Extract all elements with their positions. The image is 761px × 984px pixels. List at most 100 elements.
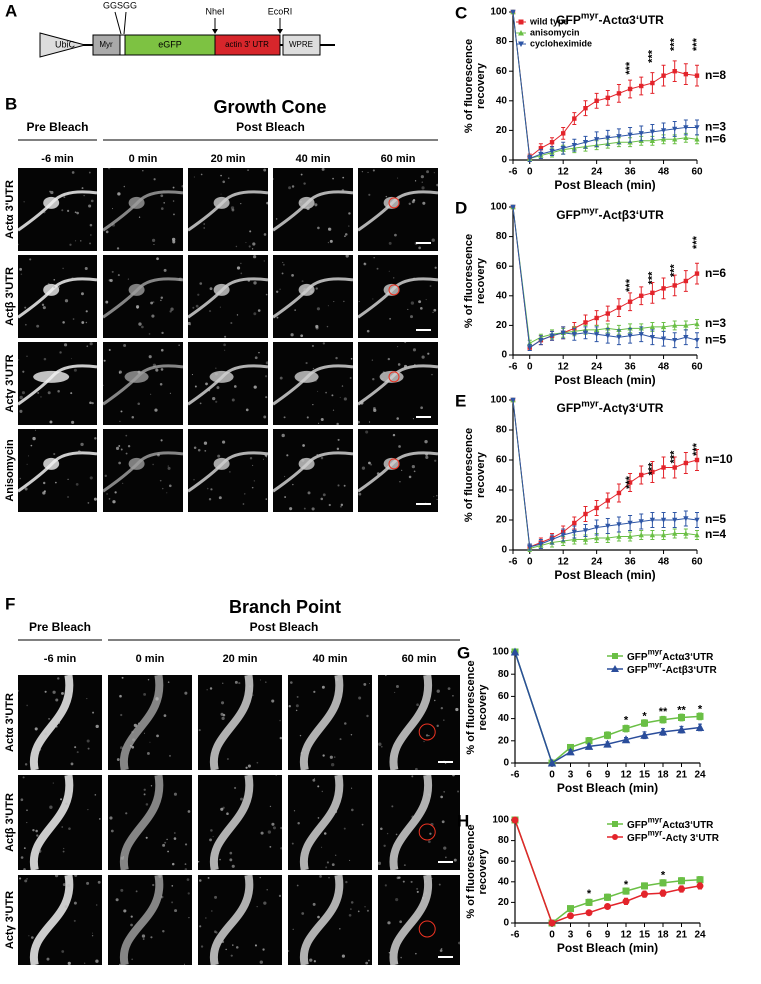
speckle [306, 416, 309, 419]
neurite [209, 775, 254, 870]
speckle [333, 756, 336, 758]
significance: ** [677, 705, 686, 717]
x-tick-label: 12 [620, 930, 632, 941]
speckle [183, 963, 185, 965]
speckle [333, 813, 335, 815]
speckle [240, 262, 242, 265]
speckle [283, 475, 286, 478]
speckle [226, 758, 229, 761]
speckle [89, 223, 93, 227]
speckle [145, 803, 149, 806]
speckle [314, 203, 318, 207]
marker [604, 893, 611, 901]
speckle [89, 242, 91, 245]
marker [638, 532, 644, 538]
nhei-arrowhead [212, 29, 218, 34]
marker [694, 125, 700, 131]
speckle [77, 450, 81, 454]
speckle [163, 714, 167, 717]
y-tick-label: 20 [498, 735, 510, 746]
speckle [23, 201, 25, 203]
speckle [395, 898, 399, 902]
y-tick-label: 0 [501, 155, 507, 166]
x-tick-label: 0 [527, 362, 533, 373]
speckle [303, 747, 307, 751]
time-label: 0 min [136, 653, 165, 665]
speckle [329, 239, 333, 243]
speckle [331, 394, 334, 397]
speckle [348, 859, 351, 862]
speckle [199, 402, 202, 405]
speckle [320, 497, 324, 501]
speckle [184, 868, 188, 870]
speckle [76, 751, 79, 754]
speckle [188, 917, 190, 919]
speckle [288, 704, 291, 708]
speckle [152, 463, 154, 466]
marker [572, 520, 577, 526]
marker [694, 321, 700, 327]
y-tick-label: 0 [503, 758, 509, 769]
speckle [152, 883, 155, 887]
text-sup: myr [581, 205, 599, 216]
marker [649, 137, 656, 143]
speckle [160, 299, 162, 302]
speckle [204, 449, 207, 452]
marker [566, 747, 575, 756]
speckle [68, 827, 71, 830]
sup-text: GFPmyrActα3‘UTR [627, 648, 714, 663]
time-label: 40 min [313, 653, 348, 665]
speckle [122, 482, 124, 485]
speckle [411, 775, 414, 778]
speckle [253, 255, 257, 259]
speckle [178, 277, 183, 281]
speckle [366, 909, 369, 912]
speckle [269, 805, 272, 808]
speckle [123, 185, 126, 188]
speckle [410, 880, 413, 884]
speckle [160, 439, 163, 442]
marker [695, 722, 705, 731]
speckle [89, 476, 93, 480]
x-tick-label: 18 [657, 770, 669, 781]
marker [650, 469, 655, 475]
speckle [290, 681, 293, 684]
speckle [61, 950, 65, 953]
speckle [221, 716, 225, 720]
n-label: n=4 [705, 527, 726, 541]
speckle [339, 738, 342, 741]
speckle [127, 444, 131, 448]
speckle [171, 862, 175, 866]
speckle [441, 820, 445, 824]
speckle [143, 692, 147, 696]
marker [660, 136, 667, 142]
growth-cone [128, 283, 145, 296]
speckle [43, 357, 47, 361]
speckle [209, 287, 213, 291]
speckle [95, 959, 99, 963]
micrograph-content [188, 168, 268, 250]
ecori-arrowhead [277, 29, 283, 34]
speckle [291, 274, 294, 277]
speckle [404, 342, 407, 344]
speckle [23, 868, 26, 870]
speckle [223, 343, 226, 347]
speckle [403, 364, 408, 369]
marker [538, 151, 544, 157]
y-axis-label: recovery [477, 684, 489, 731]
bleach-roi [418, 823, 436, 841]
speckle [178, 344, 180, 346]
speckle [279, 376, 283, 380]
speckle [19, 267, 23, 271]
speckle [340, 503, 344, 507]
significance: *** [624, 475, 636, 489]
speckle [206, 487, 209, 490]
micrograph-content [188, 255, 268, 338]
speckle [155, 697, 159, 701]
speckle [220, 712, 224, 716]
speckle [26, 878, 28, 880]
speckle [412, 418, 414, 420]
speckle [84, 962, 86, 964]
marker [567, 912, 574, 920]
growth-cone [298, 457, 315, 470]
